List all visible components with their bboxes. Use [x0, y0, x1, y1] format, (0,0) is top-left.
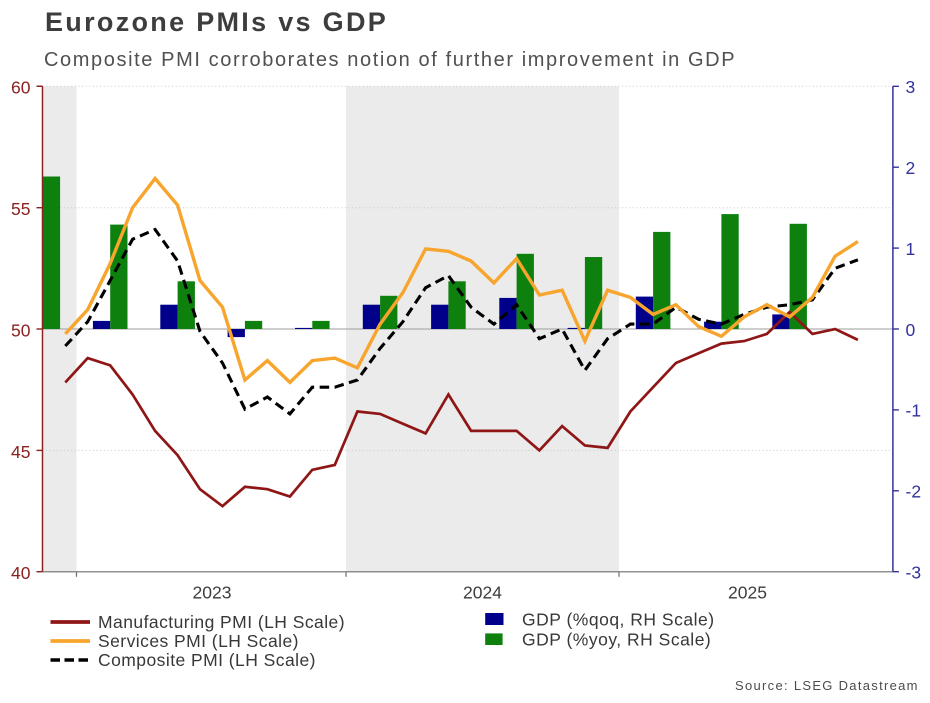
svg-text:Composite PMI corroborates not: Composite PMI corroborates notion of fur…: [44, 49, 736, 71]
svg-text:-3: -3: [906, 563, 922, 583]
svg-text:Services PMI (LH Scale): Services PMI (LH Scale): [98, 631, 299, 651]
svg-text:GDP (%qoq, RH Scale): GDP (%qoq, RH Scale): [522, 609, 715, 629]
svg-text:2025: 2025: [728, 582, 767, 602]
svg-text:-2: -2: [906, 482, 922, 502]
svg-text:Manufacturing PMI (LH Scale): Manufacturing PMI (LH Scale): [98, 612, 345, 632]
svg-text:0: 0: [906, 320, 916, 340]
svg-text:1: 1: [906, 239, 916, 259]
svg-text:60: 60: [11, 78, 31, 98]
svg-text:45: 45: [11, 442, 30, 462]
svg-text:50: 50: [11, 320, 31, 340]
svg-text:3: 3: [906, 77, 916, 97]
svg-text:-1: -1: [906, 401, 922, 421]
svg-text:2023: 2023: [193, 582, 232, 602]
svg-text:GDP (%yoy, RH Scale): GDP (%yoy, RH Scale): [522, 630, 711, 650]
svg-text:2: 2: [906, 158, 916, 178]
svg-text:2024: 2024: [463, 582, 502, 602]
svg-text:55: 55: [11, 199, 30, 219]
svg-text:Source: LSEG Datastream: Source: LSEG Datastream: [735, 678, 919, 693]
svg-text:Composite PMI (LH Scale): Composite PMI (LH Scale): [98, 650, 316, 670]
svg-text:40: 40: [11, 563, 31, 583]
svg-text:Eurozone PMIs vs GDP: Eurozone PMIs vs GDP: [45, 7, 388, 37]
